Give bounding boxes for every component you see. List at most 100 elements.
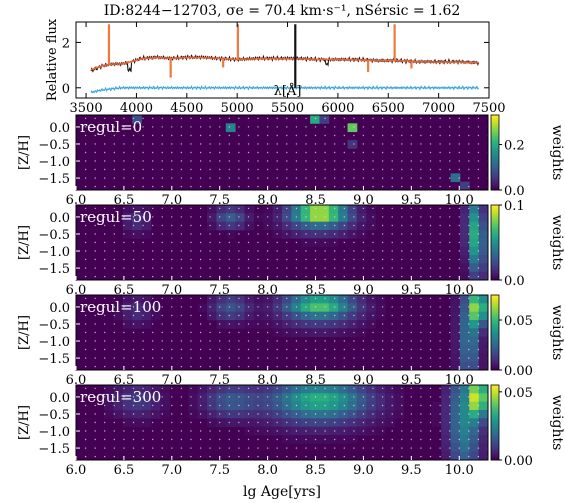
heatmap-cell (244, 295, 255, 304)
grid-dot (381, 447, 384, 449)
heatmap-cell (459, 205, 470, 214)
grid-dot (429, 177, 432, 179)
grid-dot (458, 314, 460, 317)
grid-dot (199, 275, 202, 278)
heatmap-cell (132, 401, 142, 411)
grid-dot (295, 348, 298, 351)
grid-dot (429, 421, 432, 424)
grid-dot (305, 365, 307, 368)
grid-dot (123, 387, 125, 390)
grid-dot (228, 404, 230, 407)
heatmap-cell (328, 295, 339, 304)
grid-dot (104, 331, 106, 334)
grid-dot (391, 348, 393, 351)
colorbar-segment (491, 441, 499, 444)
grid-dot (142, 185, 144, 188)
colorbar-segment (491, 161, 499, 165)
heatmap-cell (366, 311, 377, 321)
grid-dot (305, 297, 307, 300)
colorbar-segment (491, 366, 499, 369)
heatmap-cell (347, 393, 358, 403)
heatmap-cell (366, 426, 377, 436)
regul-label: regul=300 (80, 388, 161, 406)
grid-dot (420, 447, 422, 449)
colorbar-segment (491, 330, 499, 333)
grid-dot (295, 331, 298, 334)
grid-dot (286, 134, 288, 137)
grid-dot (190, 207, 192, 210)
grid-dot (132, 438, 135, 441)
heatmap-cell (459, 336, 470, 346)
heatmap-cell (141, 320, 152, 329)
grid-dot (295, 216, 298, 218)
grid-dot (314, 160, 317, 162)
grid-dot (104, 126, 106, 128)
grid-dot (324, 438, 326, 441)
heatmap-cell (450, 311, 461, 321)
heatmap-cell (207, 213, 217, 223)
grid-dot (190, 117, 192, 120)
grid-dot (477, 168, 480, 171)
grid-dot (171, 447, 173, 449)
grid-dot (199, 233, 202, 235)
grid-dot (199, 151, 202, 154)
grid-dot (295, 126, 298, 128)
heatmap-cell (338, 213, 348, 223)
grid-dot (372, 430, 374, 432)
grid-dot (113, 275, 116, 278)
colorbar-segment (491, 458, 499, 461)
grid-dot (458, 438, 460, 441)
grid-dot (429, 224, 432, 227)
heatmap-cell (356, 295, 367, 304)
heatmap-cell (328, 230, 339, 239)
grid-dot (123, 357, 125, 359)
grid-dot (171, 250, 173, 252)
colorbar-segment (491, 131, 499, 135)
grid-dot (152, 438, 154, 441)
heatmap-x-tick-label: 6.0 (66, 463, 87, 478)
colorbar-segment (491, 158, 499, 161)
grid-dot (410, 241, 412, 244)
grid-dot (295, 314, 298, 317)
grid-dot (180, 455, 183, 458)
grid-dot (391, 297, 393, 300)
grid-dot (305, 314, 307, 317)
spectrum-x-tick-label: 7000 (422, 101, 455, 116)
grid-dot (362, 357, 365, 359)
heatmap-cell (459, 401, 470, 411)
grid-dot (429, 314, 432, 317)
grid-dot (247, 117, 250, 120)
grid-dot (477, 455, 480, 458)
heatmap-x-tick-label: 10.0 (445, 283, 474, 298)
grid-dot (439, 404, 441, 407)
grid-dot (199, 323, 202, 325)
grid-dot (372, 306, 374, 308)
grid-dot (142, 177, 144, 179)
grid-dot (228, 340, 230, 342)
grid-dot (372, 250, 374, 252)
colorbar-segment (491, 394, 499, 397)
grid-dot (104, 275, 106, 278)
heatmap-cell (291, 303, 302, 313)
heatmap-cell (478, 246, 489, 256)
grid-dot (180, 160, 183, 162)
grid-dot (161, 258, 163, 261)
heatmap-cell (450, 435, 461, 444)
grid-dot (381, 117, 384, 120)
grid-dot (314, 126, 317, 128)
heatmap-cell (469, 361, 480, 371)
grid-dot (343, 258, 345, 261)
grid-dot (190, 365, 192, 368)
grid-dot (286, 455, 288, 458)
grid-dot (401, 314, 403, 317)
grid-dot (266, 314, 269, 317)
heatmap-cell (122, 418, 133, 428)
colorbar-segment (491, 321, 499, 324)
grid-dot (343, 250, 345, 252)
colorbar-segment (491, 409, 499, 412)
grid-dot (238, 241, 240, 244)
grid-dot (429, 216, 432, 218)
heatmap-frame (75, 294, 489, 371)
grid-dot (295, 134, 298, 137)
grid-dot (420, 404, 422, 407)
